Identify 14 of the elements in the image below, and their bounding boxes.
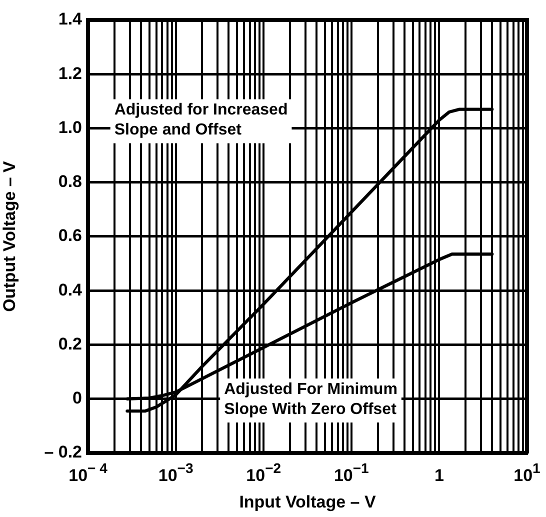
y-tick-label: 0.6 — [58, 226, 82, 246]
annotation: Adjusted For Minimum Slope With Zero Offset — [224, 380, 398, 418]
y-tick-label: 1.4 — [58, 10, 83, 29]
y-tick-label: 0 — [72, 388, 82, 408]
y-tick-label: 1.0 — [58, 118, 82, 137]
annotation: Adjusted for Increased Slope and Offset — [114, 102, 288, 139]
x-tick-label: 1 — [434, 466, 444, 485]
y-tick-label: 0.4 — [58, 280, 83, 300]
y-tick-label: 1.2 — [58, 64, 82, 83]
y-axis-title: Output Voltage – V — [0, 160, 19, 312]
y-tick-label: – 0.2 — [44, 442, 82, 462]
y-tick-label: 0.8 — [58, 172, 82, 192]
y-tick-label: 0.2 — [58, 334, 82, 354]
x-axis-title: Input Voltage – V — [239, 492, 376, 512]
